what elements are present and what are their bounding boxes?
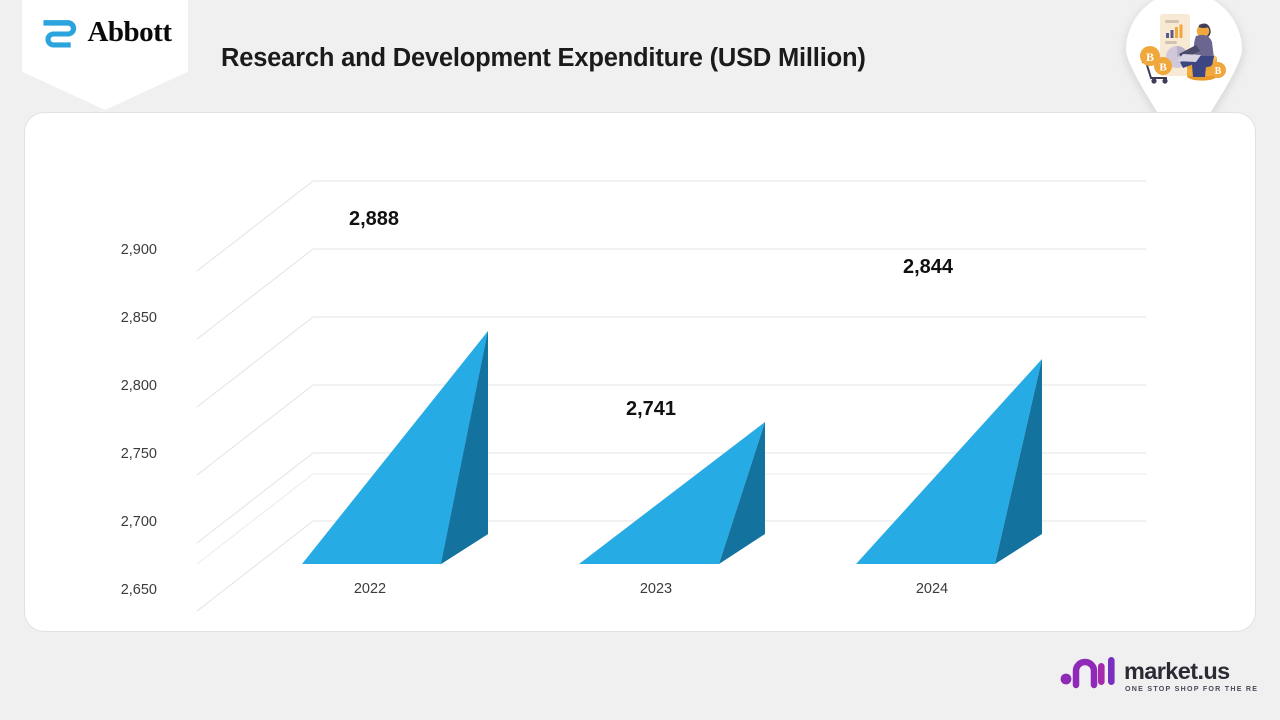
chart-plot-area: 2,900 2,850 2,800 2,750 2,700 2,650 2022…: [25, 113, 1257, 633]
y-tick-2650: 2,650: [120, 582, 157, 598]
bar-2023[interactable]: [579, 422, 765, 564]
y-tick-2800: 2,800: [120, 378, 157, 394]
x-tick-2022: 2022: [353, 581, 387, 597]
y-tick-2900: 2,900: [120, 242, 157, 258]
value-label-2024: 2,844: [902, 256, 954, 278]
abbott-brand-badge: Abbott: [22, 0, 188, 110]
y-tick-2850: 2,850: [120, 310, 157, 326]
abbott-wordmark: Abbott: [87, 15, 172, 48]
x-tick-2023: 2023: [639, 581, 673, 597]
pyramid-chart-svg: [196, 180, 1146, 612]
page-title: Research and Development Expenditure (US…: [221, 44, 866, 72]
market-us-bars-icon: [1060, 657, 1115, 689]
svg-text:B: B: [1159, 62, 1167, 74]
value-label-2022: 2,888: [348, 208, 400, 230]
y-tick-2750: 2,750: [120, 446, 157, 462]
chart-card: 2,900 2,850 2,800 2,750 2,700 2,650 2022…: [24, 112, 1256, 632]
market-us-wordmark: market.us: [1124, 658, 1230, 684]
bar-2024[interactable]: [856, 359, 1042, 564]
gridlines: [196, 180, 1146, 612]
market-us-tagline: ONE STOP SHOP FOR THE REPORTS: [1125, 685, 1258, 693]
svg-text:B: B: [1215, 66, 1222, 77]
analyst-with-coins-illustration-icon: B B B: [1140, 14, 1226, 84]
y-tick-2700: 2,700: [120, 514, 157, 530]
x-tick-2024: 2024: [915, 581, 949, 597]
value-label-2023: 2,741: [625, 398, 677, 420]
market-us-logo[interactable]: market.us ONE STOP SHOP FOR THE REPORTS: [1058, 651, 1258, 697]
abbott-logo: Abbott: [38, 12, 172, 52]
page-header: Abbott Research and Development Expendit…: [0, 0, 1280, 112]
svg-text:B: B: [1146, 50, 1154, 64]
bar-2022[interactable]: [302, 331, 488, 564]
abbott-a-mark-icon: [43, 20, 77, 48]
